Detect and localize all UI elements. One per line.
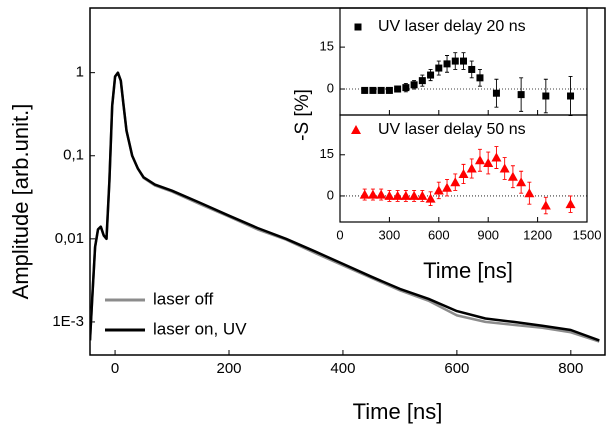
data-point [458,168,469,178]
data-point [443,60,451,68]
legend-marker [351,125,361,134]
data-point [427,71,435,79]
data-point [392,190,403,200]
data-point [565,199,576,209]
legend-label: laser off [153,289,213,308]
y-tick-label: 0,1 [63,147,84,164]
x-tick-label: 900 [477,227,499,242]
data-point [492,89,500,97]
data-point [394,85,402,93]
data-point [425,193,436,203]
data-point [524,188,535,198]
data-point [400,190,411,200]
data-point [491,152,502,162]
data-point [376,189,387,199]
data-point [540,200,551,210]
data-point [433,185,444,195]
data-point [361,86,369,94]
y-tick-label: 1E-3 [52,313,84,330]
x-tick-label: 600 [428,227,450,242]
y-tick-label: 0,01 [55,230,84,247]
data-point [507,171,518,181]
x-tick-label: 400 [330,360,355,377]
y-tick-label: 15 [320,146,334,161]
x-tick-label: 1200 [523,227,552,242]
plot-area [90,71,600,343]
data-point [451,57,459,65]
data-point [517,91,525,99]
data-point [499,163,510,173]
legend-marker [354,23,362,31]
data-point [367,189,378,199]
data-point [516,177,527,187]
y-tick-label: 0 [327,80,334,95]
plot-frame [339,114,588,223]
data-point [476,74,484,82]
data-point [468,65,476,73]
y-tick-label: 15 [320,39,334,54]
x-tick-label: 200 [216,360,241,377]
data-point [410,81,418,89]
x-axis-label: Time [ns] [423,258,513,283]
data-point [483,158,494,168]
data-point [450,177,461,187]
legend-label: UV laser delay 20 ns [378,18,526,35]
data-point [385,86,393,94]
data-point [542,92,550,100]
data-point [460,57,467,65]
data-point [567,92,575,100]
x-tick-label: 0 [111,360,119,377]
y-axis-label: -S [%] [292,89,313,141]
data-point [418,77,426,85]
data-point [442,182,453,192]
y-axis-label: Amplitude [arb.unit.] [8,104,33,300]
x-tick-label: 600 [444,360,469,377]
x-tick-label: 1500 [573,227,602,242]
data-point [402,84,410,92]
data-point [474,155,485,165]
y-tick-label: 1 [76,64,84,81]
data-point [359,189,370,199]
x-tick-label: 300 [379,227,401,242]
legend-label: UV laser delay 50 ns [378,121,526,138]
x-axis-label: Time [ns] [353,399,443,424]
x-tick-label: 0 [336,227,343,242]
data-line [90,71,600,342]
data-point [377,86,385,94]
x-tick-label: 800 [558,360,583,377]
data-point [409,190,420,200]
data-point [435,64,443,72]
data-point [369,86,377,94]
data-point [384,190,395,200]
data-point [417,190,428,200]
data-point [466,163,477,173]
y-tick-label: 0 [327,187,334,202]
legend-label: laser on, UV [153,319,247,338]
